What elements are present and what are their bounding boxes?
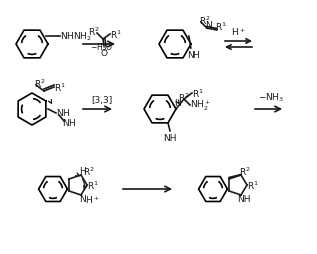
Text: H: H <box>62 109 69 118</box>
Text: NH: NH <box>163 133 177 142</box>
Text: N: N <box>187 51 194 60</box>
Text: $-$H$_2$O: $-$H$_2$O <box>90 42 113 54</box>
Text: R$^2$: R$^2$ <box>34 77 46 90</box>
Text: R$^2$: R$^2$ <box>88 26 100 38</box>
Text: NH$_2^+$: NH$_2^+$ <box>190 99 211 113</box>
Text: H$^+$: H$^+$ <box>85 193 100 205</box>
Text: R$^2$: R$^2$ <box>83 165 95 178</box>
Text: NH: NH <box>237 195 250 204</box>
Text: H$^+$: H$^+$ <box>231 26 245 38</box>
Text: H: H <box>68 119 75 128</box>
Text: N: N <box>56 109 63 118</box>
Text: H: H <box>192 51 199 60</box>
Text: R$^1$: R$^1$ <box>247 179 259 192</box>
Text: N: N <box>79 195 86 204</box>
Text: H: H <box>79 167 86 176</box>
Text: R$^1$: R$^1$ <box>87 179 99 192</box>
Text: NHNH$_2$: NHNH$_2$ <box>60 31 92 43</box>
Text: O: O <box>100 49 107 58</box>
Text: R$^1$: R$^1$ <box>54 82 66 94</box>
Text: R$^1$: R$^1$ <box>215 21 227 33</box>
Text: R$^2$: R$^2$ <box>199 15 210 27</box>
Text: [3,3]: [3,3] <box>91 96 112 105</box>
Text: $-$NH$_3$: $-$NH$_3$ <box>258 91 284 104</box>
Text: N: N <box>62 119 69 128</box>
Text: R$^2$: R$^2$ <box>239 165 251 178</box>
Text: R$^1$: R$^1$ <box>110 29 122 41</box>
Text: N: N <box>205 20 212 29</box>
Text: R$^2$: R$^2$ <box>178 91 190 104</box>
Text: H: H <box>174 99 181 108</box>
Text: R$^1$: R$^1$ <box>192 87 204 100</box>
